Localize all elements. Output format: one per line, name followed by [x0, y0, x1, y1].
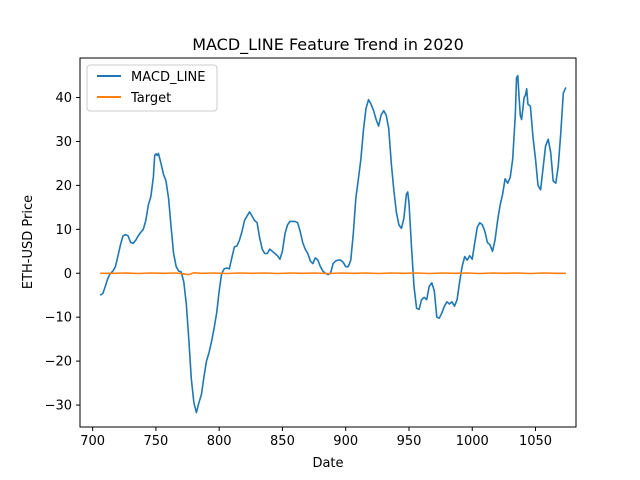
y-tick-label: 0 — [64, 267, 72, 282]
chart-title: MACD_LINE Feature Trend in 2020 — [192, 35, 464, 55]
y-tick-label: −20 — [45, 355, 72, 370]
x-tick-label: 900 — [333, 434, 358, 449]
series-line-target — [100, 271, 566, 276]
x-axis-label: Date — [312, 456, 343, 471]
legend: MACD_LINE Target — [86, 64, 218, 112]
plot-series-layer — [99, 74, 567, 414]
legend-label-macd-line: MACD_LINE — [131, 70, 205, 85]
x-tick-label: 950 — [397, 434, 422, 449]
y-tick-label: −30 — [45, 399, 72, 414]
x-axis-ticks: 700 750 800 850 900 950 1000 1050 — [80, 427, 552, 449]
x-tick-label: 750 — [144, 434, 169, 449]
y-tick-label: 30 — [55, 135, 72, 150]
series-line-macd-line — [99, 74, 567, 414]
legend-label-target: Target — [130, 91, 171, 106]
x-tick-label: 1050 — [519, 434, 552, 449]
x-tick-label: 800 — [207, 434, 232, 449]
x-tick-label: 850 — [270, 434, 295, 449]
y-tick-label: 20 — [55, 179, 72, 194]
x-tick-label: 1000 — [456, 434, 489, 449]
plot-frame — [79, 57, 577, 428]
x-tick-label: 700 — [80, 434, 105, 449]
y-tick-label: −10 — [45, 311, 72, 326]
y-axis-label: ETH-USD Price — [21, 195, 36, 289]
y-tick-label: 40 — [55, 91, 72, 106]
y-tick-label: 10 — [55, 223, 72, 238]
y-axis-ticks: −30 −20 −10 0 10 20 30 40 — [45, 91, 80, 414]
